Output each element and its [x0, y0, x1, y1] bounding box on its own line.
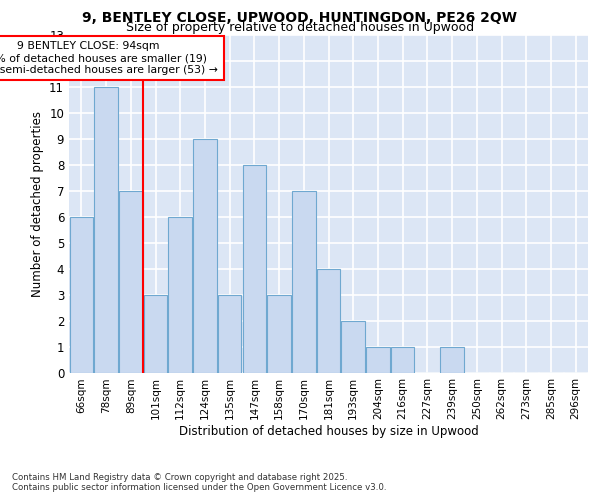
- Bar: [70, 216, 93, 372]
- Bar: [119, 191, 143, 372]
- X-axis label: Distribution of detached houses by size in Upwood: Distribution of detached houses by size …: [179, 425, 478, 438]
- Y-axis label: Number of detached properties: Number of detached properties: [31, 111, 44, 296]
- Bar: [94, 87, 118, 372]
- Bar: [242, 165, 266, 372]
- Bar: [218, 294, 241, 372]
- Text: 9 BENTLEY CLOSE: 94sqm
← 26% of detached houses are smaller (19)
74% of semi-det: 9 BENTLEY CLOSE: 94sqm ← 26% of detached…: [0, 42, 218, 74]
- Bar: [144, 294, 167, 372]
- Bar: [440, 346, 464, 372]
- Bar: [341, 320, 365, 372]
- Text: Size of property relative to detached houses in Upwood: Size of property relative to detached ho…: [126, 22, 474, 35]
- Bar: [193, 139, 217, 372]
- Text: Contains HM Land Registry data © Crown copyright and database right 2025.
Contai: Contains HM Land Registry data © Crown c…: [12, 473, 386, 492]
- Bar: [169, 216, 192, 372]
- Bar: [391, 346, 415, 372]
- Bar: [268, 294, 291, 372]
- Bar: [292, 191, 316, 372]
- Bar: [317, 268, 340, 372]
- Bar: [366, 346, 389, 372]
- Text: 9, BENTLEY CLOSE, UPWOOD, HUNTINGDON, PE26 2QW: 9, BENTLEY CLOSE, UPWOOD, HUNTINGDON, PE…: [83, 11, 517, 25]
